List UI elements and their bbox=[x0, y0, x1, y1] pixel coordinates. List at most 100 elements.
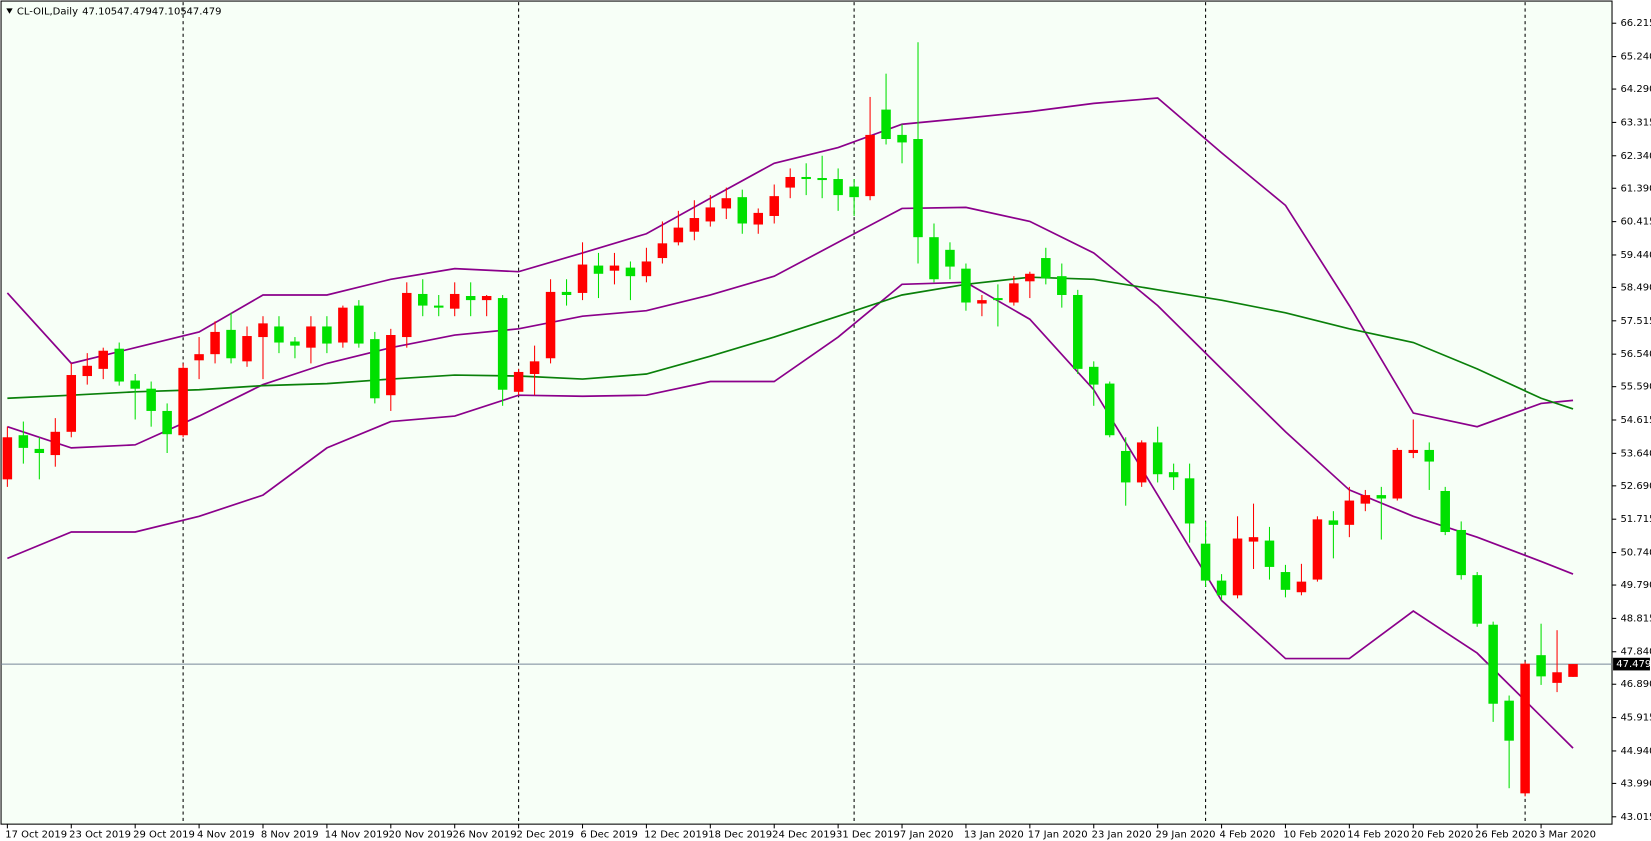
candle-body bbox=[114, 348, 124, 382]
candle-body bbox=[178, 367, 188, 436]
candle-body bbox=[625, 267, 636, 277]
x-tick-label: 6 Dec 2019 bbox=[580, 830, 638, 841]
y-tick-label: 43.990 bbox=[1620, 778, 1651, 789]
x-tick-label: 17 Jan 2020 bbox=[1028, 830, 1088, 841]
candle-body bbox=[497, 298, 508, 390]
candle-body bbox=[1360, 495, 1371, 504]
candle-body bbox=[370, 339, 380, 399]
y-tick-label: 65.240 bbox=[1620, 52, 1651, 63]
price-label-box bbox=[1613, 657, 1650, 671]
candle-body bbox=[689, 218, 700, 232]
candle-body bbox=[1472, 575, 1482, 624]
x-tick-label: 13 Jan 2020 bbox=[964, 830, 1024, 841]
x-tick-label: 7 Jan 2020 bbox=[900, 830, 954, 841]
candle-body bbox=[913, 139, 923, 238]
candle-body bbox=[50, 431, 61, 456]
candle-body bbox=[1248, 537, 1259, 542]
header-low: 47.105 bbox=[152, 7, 187, 18]
y-tick-label: 49.790 bbox=[1620, 580, 1651, 591]
candle-body bbox=[1057, 276, 1067, 295]
candle-body bbox=[449, 293, 460, 309]
candle-body bbox=[1089, 366, 1099, 385]
candle-body bbox=[465, 296, 476, 301]
candle-body bbox=[1392, 449, 1403, 499]
candle-body bbox=[1456, 529, 1466, 576]
y-tick-label: 45.915 bbox=[1620, 713, 1651, 724]
candle-body bbox=[545, 291, 556, 359]
y-tick-label: 63.315 bbox=[1620, 117, 1651, 128]
candle-body bbox=[226, 329, 236, 359]
plot-area bbox=[0, 0, 1613, 825]
candle-body bbox=[1280, 572, 1291, 590]
y-tick-label: 64.290 bbox=[1620, 84, 1651, 95]
y-tick-label: 54.615 bbox=[1620, 415, 1651, 426]
candle-body bbox=[657, 243, 668, 259]
x-tick-label: 29 Jan 2020 bbox=[1156, 830, 1216, 841]
candle-body bbox=[34, 448, 45, 454]
x-tick-label: 12 Dec 2019 bbox=[644, 830, 708, 841]
candle-body bbox=[897, 134, 907, 143]
candle-body bbox=[1520, 663, 1530, 794]
y-tick-label: 66.215 bbox=[1620, 18, 1651, 29]
candle-body bbox=[1552, 672, 1562, 683]
candle-body bbox=[769, 196, 779, 216]
candle-body bbox=[961, 268, 971, 303]
candle-body bbox=[1376, 495, 1387, 499]
y-tick-label: 52.690 bbox=[1620, 481, 1651, 492]
candle-body bbox=[993, 298, 1003, 301]
candle-body bbox=[258, 323, 268, 338]
candle-body bbox=[290, 341, 300, 346]
x-tick-label: 17 Oct 2019 bbox=[5, 830, 67, 841]
candle-body bbox=[146, 388, 156, 411]
candle-body bbox=[561, 291, 572, 295]
candle-body bbox=[1168, 472, 1179, 478]
candle-body bbox=[881, 109, 891, 140]
candle-body bbox=[194, 354, 204, 361]
candle-body bbox=[402, 292, 412, 338]
y-tick-label: 61.390 bbox=[1620, 183, 1651, 194]
x-tick-label: 29 Oct 2019 bbox=[133, 830, 195, 841]
y-tick-label: 50.740 bbox=[1620, 548, 1651, 559]
x-tick-label: 31 Dec 2019 bbox=[836, 830, 900, 841]
candle-body bbox=[577, 264, 588, 293]
candle-body bbox=[977, 300, 987, 304]
candle-body bbox=[817, 178, 827, 181]
candle-body bbox=[130, 380, 140, 389]
candle-body bbox=[929, 237, 939, 280]
candle-body bbox=[1440, 490, 1450, 533]
candle-body bbox=[785, 176, 795, 188]
candle-body bbox=[98, 350, 108, 369]
candle-body bbox=[481, 296, 492, 301]
y-tick-label: 43.015 bbox=[1620, 812, 1651, 823]
x-tick-label: 2 Dec 2019 bbox=[517, 830, 575, 841]
collapse-arrow[interactable] bbox=[6, 8, 13, 14]
candle-body bbox=[1408, 449, 1419, 454]
x-tick-label: 14 Nov 2019 bbox=[325, 830, 389, 841]
candle-body bbox=[322, 326, 332, 344]
candle-body bbox=[1009, 283, 1019, 303]
candle-body bbox=[1312, 519, 1323, 580]
x-tick-label: 26 Feb 2020 bbox=[1475, 830, 1537, 841]
price-label: 47.479 bbox=[1616, 659, 1651, 670]
candle-body bbox=[274, 326, 284, 343]
y-tick-label: 44.940 bbox=[1620, 746, 1651, 757]
header-open: 47.105 bbox=[82, 7, 117, 18]
y-tick-label: 58.490 bbox=[1620, 282, 1651, 293]
x-tick-label: 23 Oct 2019 bbox=[69, 830, 131, 841]
candle-body bbox=[2, 437, 13, 480]
y-tick-label: 59.440 bbox=[1620, 250, 1651, 261]
candle-body bbox=[1264, 540, 1275, 567]
candle-body bbox=[1232, 538, 1243, 596]
chart-title: CL-OIL,Daily bbox=[17, 7, 78, 18]
y-tick-label: 51.715 bbox=[1620, 514, 1651, 525]
header-close: 47.479 bbox=[186, 7, 221, 18]
candle-body bbox=[1296, 581, 1307, 593]
indicator-line bbox=[6, 97, 1574, 428]
indicator-line bbox=[7, 206, 1574, 575]
candle-body bbox=[82, 365, 92, 377]
candle-body bbox=[433, 305, 444, 308]
x-tick-label: 8 Nov 2019 bbox=[261, 830, 319, 841]
candle-body bbox=[1328, 520, 1339, 525]
indicator-line bbox=[7, 276, 1574, 410]
